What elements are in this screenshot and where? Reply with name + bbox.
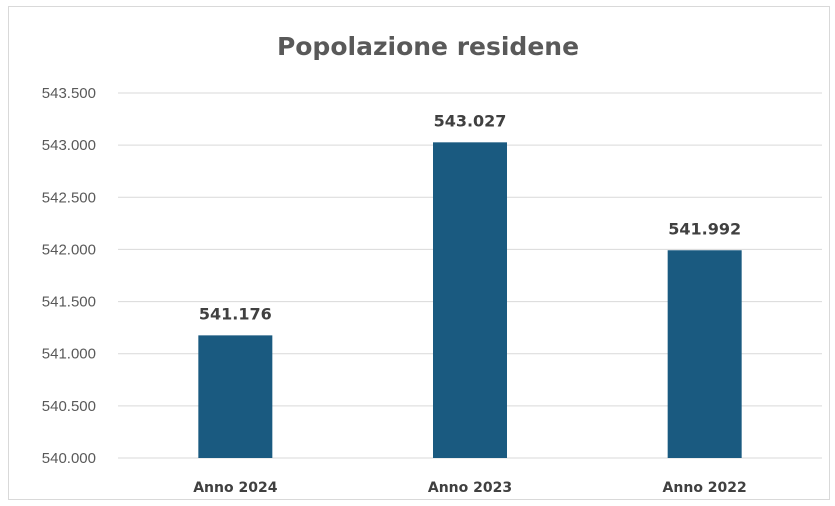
data-label: 543.027 — [434, 111, 507, 130]
x-axis-ticks: Anno 2024 Anno 2023 Anno 2022 — [193, 480, 747, 496]
y-tick-label: 541.000 — [42, 346, 96, 363]
bars — [198, 142, 742, 458]
x-tick-label: Anno 2022 — [663, 480, 747, 496]
y-axis-ticks: 540.000 540.500 541.000 541.500 542.000 542.5… — [42, 85, 96, 467]
bar — [667, 250, 742, 458]
y-tick-label: 540.500 — [42, 398, 96, 415]
chart-title: Popolazione residene — [277, 32, 579, 61]
x-tick-label: Anno 2024 — [193, 480, 277, 496]
bar — [433, 142, 507, 458]
data-label: 541.176 — [199, 304, 272, 323]
y-tick-label: 543.500 — [42, 85, 96, 102]
data-label: 541.992 — [668, 219, 741, 238]
y-tick-label: 542.500 — [42, 189, 96, 206]
data-labels: 541.176 543.027 541.992 — [199, 111, 741, 323]
y-tick-label: 540.000 — [42, 450, 96, 467]
y-tick-label: 543.000 — [42, 137, 96, 154]
bar — [198, 335, 273, 458]
x-tick-label: Anno 2023 — [428, 480, 512, 496]
y-tick-label: 541.500 — [42, 294, 96, 311]
y-tick-label: 542.000 — [42, 241, 96, 258]
